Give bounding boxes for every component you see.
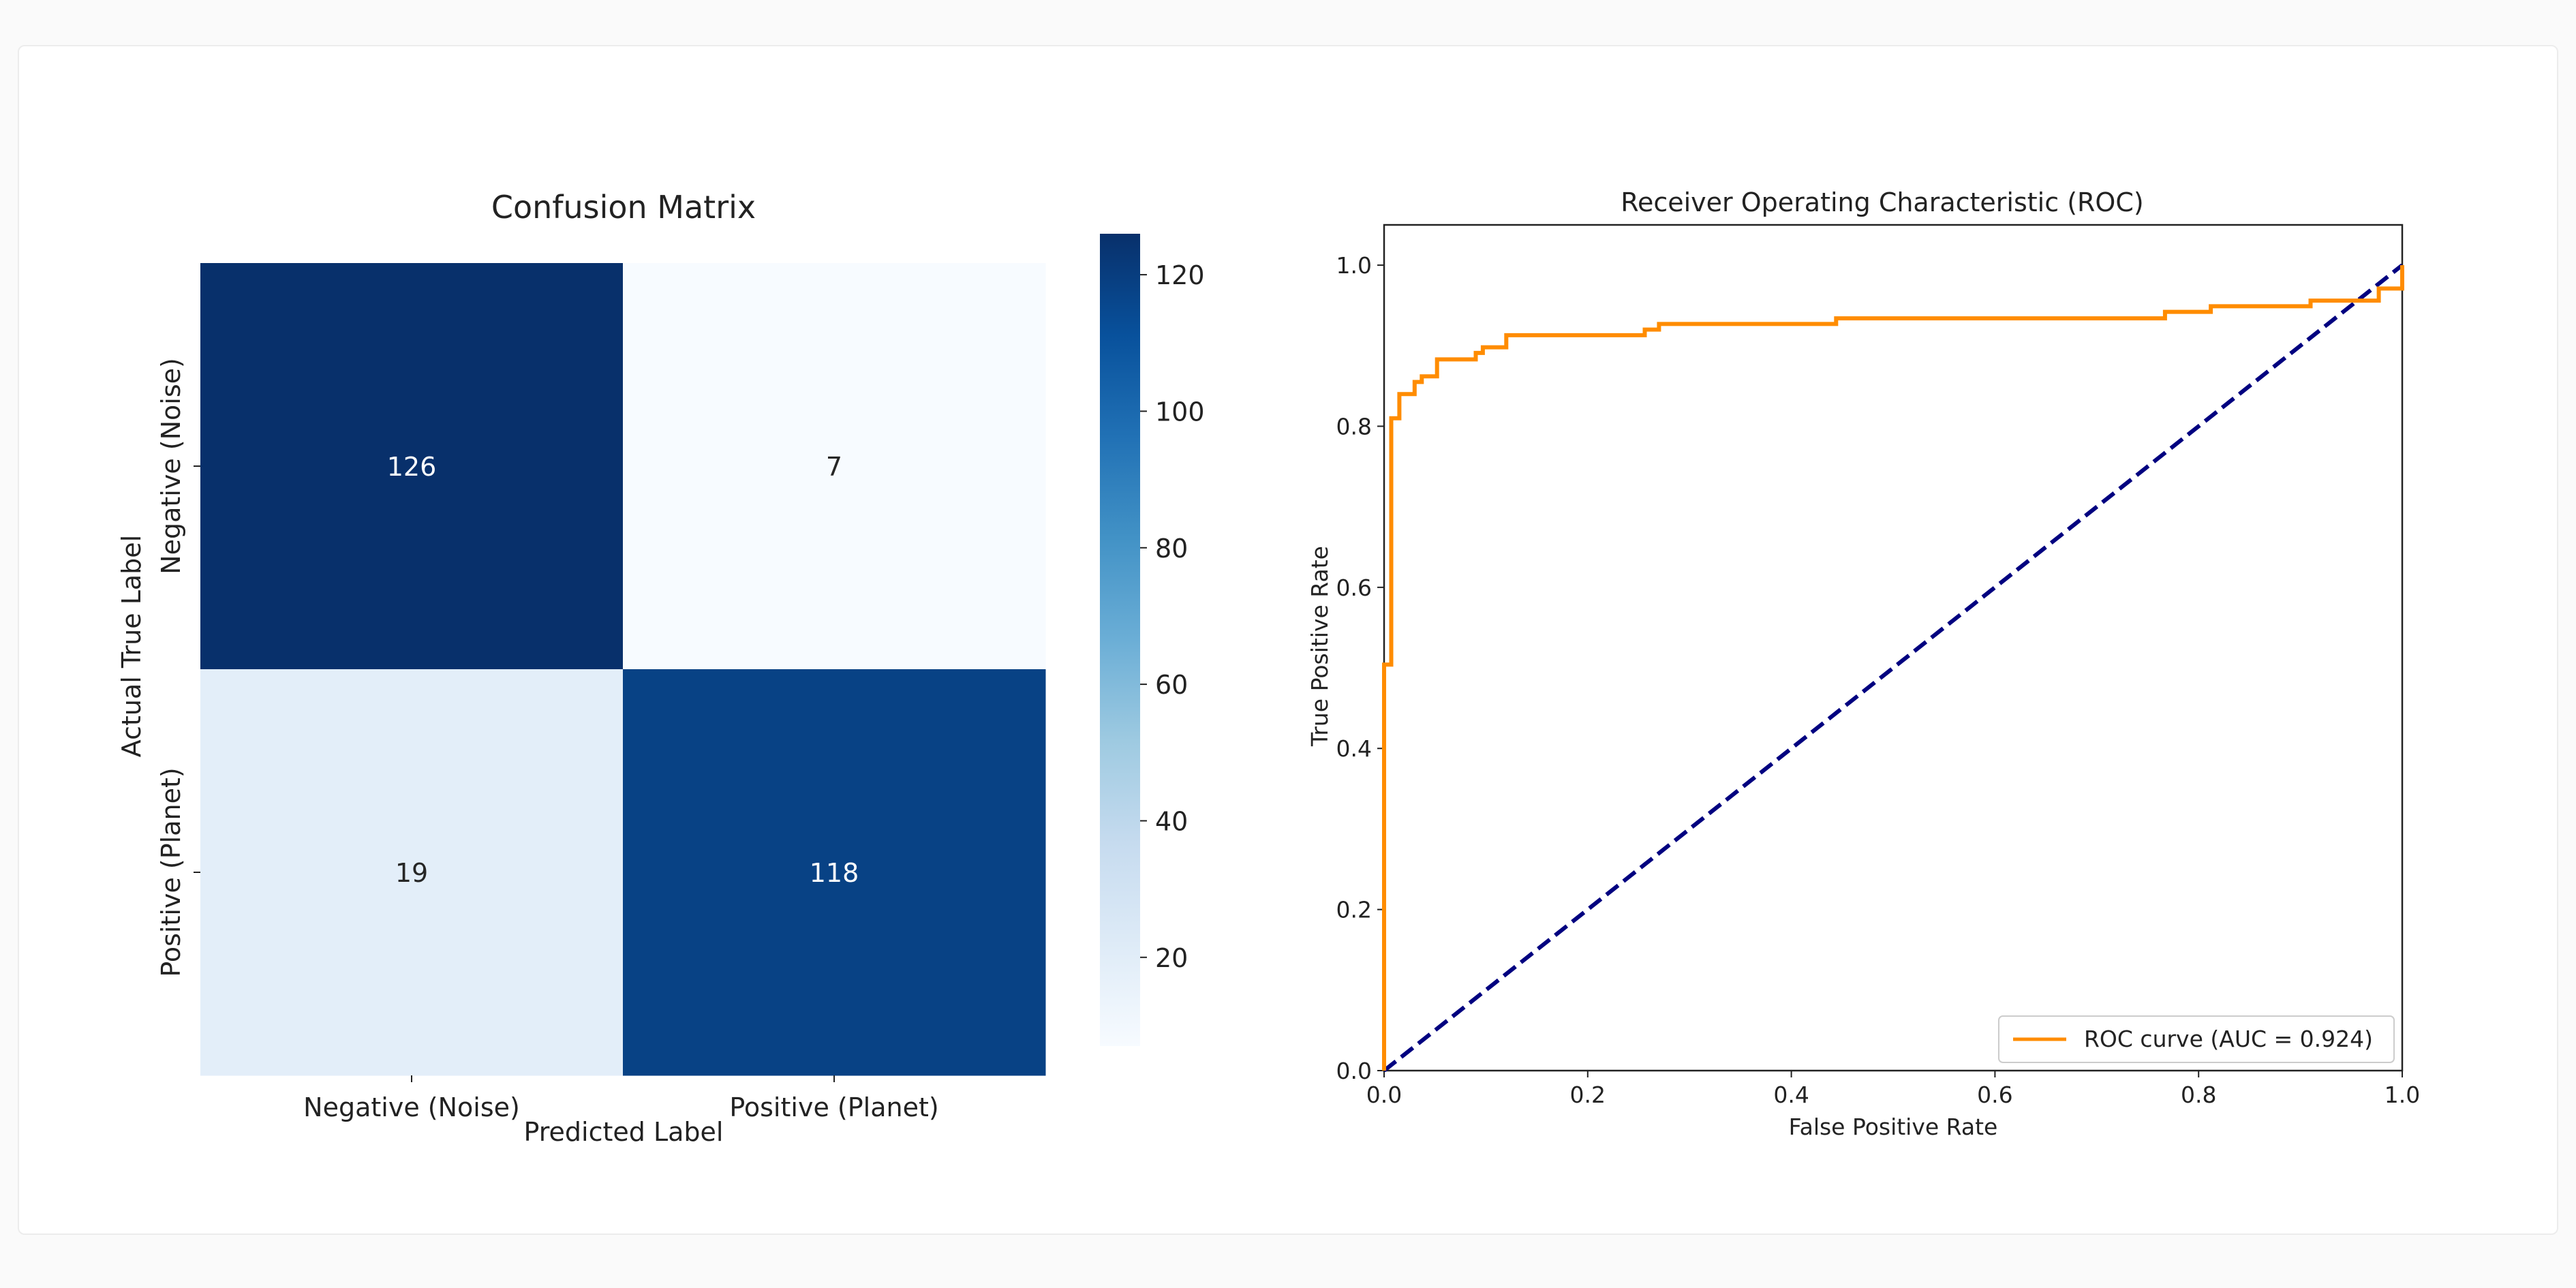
roc-plot-frame bbox=[1383, 224, 2404, 1072]
roc-x-axis-label: False Positive Rate bbox=[1789, 1114, 1998, 1140]
cm-cell bbox=[200, 669, 624, 1076]
cm-cell bbox=[623, 263, 1046, 670]
cm-cell bbox=[200, 263, 624, 670]
chance-diagonal-line bbox=[1383, 263, 2404, 1073]
cm-cell-value: 19 bbox=[395, 858, 428, 888]
cm-title: Confusion Matrix bbox=[491, 189, 756, 226]
cm-cell-value: 118 bbox=[810, 858, 859, 888]
cm-x-tick-label: Positive (Planet) bbox=[729, 1092, 938, 1122]
colorbar-tick-label: 20 bbox=[1155, 943, 1188, 973]
cm-y-axis-label: Actual True Label bbox=[117, 535, 147, 757]
roc-x-tick-label: 0.4 bbox=[1773, 1082, 1809, 1108]
roc-y-tick-label: 0.6 bbox=[1336, 574, 1372, 601]
roc-y-axis-label: True Positive Rate bbox=[1306, 546, 1333, 747]
roc-x-tick-label: 0.0 bbox=[1366, 1082, 1402, 1108]
roc-panel: Receiver Operating Characteristic (ROC) … bbox=[1306, 187, 2420, 1140]
colorbar-tick-label: 100 bbox=[1155, 397, 1205, 427]
figure-card: Confusion Matrix 126 7 19 118 Negative (Noi… bbox=[18, 45, 2558, 1235]
roc-y-tick-label: 1.0 bbox=[1336, 252, 1372, 279]
cm-x-axis-label: Predicted Label bbox=[524, 1117, 724, 1147]
confusion-matrix-panel: Confusion Matrix 126 7 19 118 Negative (Noi… bbox=[117, 189, 1205, 1147]
legend-label-roc: ROC curve (AUC = 0.924) bbox=[2084, 1026, 2373, 1052]
cm-cell-value: 126 bbox=[387, 452, 437, 482]
colorbar-tick-label: 40 bbox=[1155, 806, 1188, 836]
roc-title: Receiver Operating Characteristic (ROC) bbox=[1621, 187, 2143, 217]
legend-box bbox=[1998, 1015, 2395, 1063]
figure-canvas: Confusion Matrix 126 7 19 118 Negative (Noi… bbox=[117, 187, 2420, 1147]
cm-x-tick-label: Negative (Noise) bbox=[303, 1092, 520, 1122]
cm-y-tick-label: Negative (Noise) bbox=[156, 358, 186, 574]
cm-cell bbox=[623, 669, 1046, 1076]
cm-y-tick-label: Positive (Planet) bbox=[156, 767, 186, 977]
cm-cell-value: 7 bbox=[826, 452, 842, 482]
cm-colorbar bbox=[1100, 234, 1140, 1046]
roc-x-tick-label: 0.6 bbox=[1977, 1082, 2012, 1108]
colorbar-tick-label: 80 bbox=[1155, 534, 1188, 564]
roc-y-tick-label: 0.4 bbox=[1336, 735, 1372, 762]
roc-y-tick-label: 0.8 bbox=[1336, 413, 1372, 440]
colorbar-tick-label: 60 bbox=[1155, 670, 1188, 700]
roc-x-tick-label: 0.8 bbox=[2181, 1082, 2216, 1108]
roc-y-tick-label: 0.2 bbox=[1336, 897, 1372, 923]
roc-curve-line bbox=[1382, 265, 2404, 1071]
roc-y-tick-label: 0.0 bbox=[1336, 1058, 1372, 1084]
roc-x-tick-label: 1.0 bbox=[2385, 1082, 2420, 1108]
colorbar-tick-label: 120 bbox=[1155, 260, 1205, 290]
roc-x-tick-label: 0.2 bbox=[1570, 1082, 1606, 1108]
roc-legend: ROC curve (AUC = 0.924) bbox=[1998, 1015, 2395, 1063]
